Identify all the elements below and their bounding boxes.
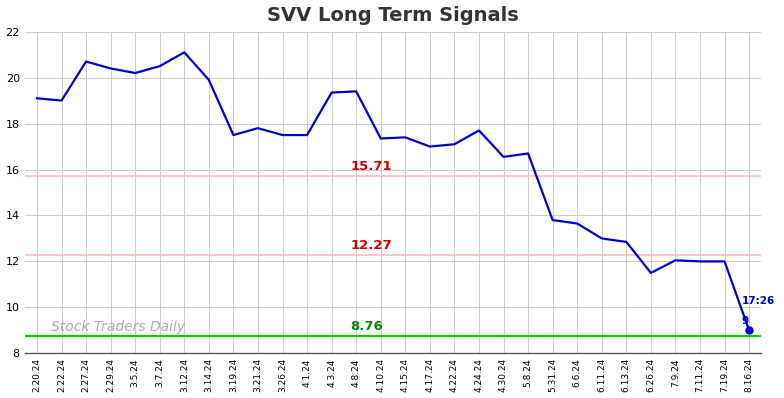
Text: 12.27: 12.27	[350, 240, 392, 252]
Text: Stock Traders Daily: Stock Traders Daily	[51, 320, 185, 334]
Text: 17:26: 17:26	[742, 296, 775, 306]
Text: 15.71: 15.71	[350, 160, 392, 174]
Text: 8.76: 8.76	[350, 320, 383, 333]
Text: 9: 9	[742, 316, 749, 326]
Title: SVV Long Term Signals: SVV Long Term Signals	[267, 6, 519, 25]
